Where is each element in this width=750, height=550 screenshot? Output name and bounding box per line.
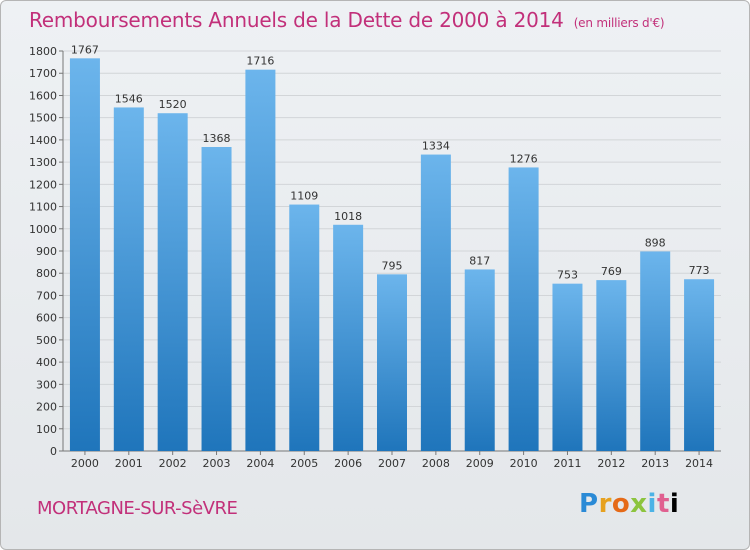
bar bbox=[684, 279, 715, 451]
y-tick-label: 1300 bbox=[29, 156, 57, 169]
bar bbox=[508, 167, 539, 451]
y-tick-label: 400 bbox=[36, 356, 57, 369]
bar bbox=[245, 69, 276, 452]
proxiti-logo: Proxiti bbox=[579, 489, 679, 519]
data-label: 1334 bbox=[422, 140, 450, 153]
bar bbox=[333, 224, 364, 451]
x-tick-label: 2002 bbox=[159, 457, 187, 470]
x-tick-label: 2008 bbox=[422, 457, 450, 470]
y-tick-label: 1800 bbox=[29, 45, 57, 58]
bar bbox=[113, 107, 144, 451]
data-label: 753 bbox=[557, 269, 578, 282]
y-tick-label: 1700 bbox=[29, 67, 57, 80]
data-label: 1109 bbox=[290, 190, 318, 203]
chart-title: Remboursements Annuels de la Dette de 20… bbox=[29, 8, 665, 32]
x-tick-label: 2005 bbox=[290, 457, 318, 470]
logo-letter: P bbox=[579, 489, 599, 519]
bar bbox=[289, 204, 320, 451]
bar bbox=[596, 280, 627, 451]
logo-letter: i bbox=[669, 489, 680, 519]
bar bbox=[69, 58, 100, 451]
x-tick-label: 2004 bbox=[246, 457, 274, 470]
logo-letter: r bbox=[598, 489, 612, 519]
y-tick-label: 1200 bbox=[29, 178, 57, 191]
data-label: 1520 bbox=[159, 98, 187, 111]
bar bbox=[464, 269, 495, 451]
data-label: 795 bbox=[382, 259, 403, 272]
data-label: 817 bbox=[469, 254, 490, 267]
data-label: 1546 bbox=[115, 92, 143, 105]
x-tick-label: 2011 bbox=[553, 457, 581, 470]
data-label: 1716 bbox=[246, 55, 274, 68]
labels: 0 100 200 300 400 500 600 700 800 900 1000 1100 1200… bbox=[29, 43, 713, 470]
x-tick-label: 2001 bbox=[115, 457, 143, 470]
data-label: 1276 bbox=[510, 152, 538, 165]
data-label: 898 bbox=[645, 236, 666, 249]
y-tick-label: 1600 bbox=[29, 89, 57, 102]
x-tick-label: 2006 bbox=[334, 457, 362, 470]
y-tick-label: 800 bbox=[36, 267, 57, 280]
chart-unit: (en milliers d'€) bbox=[573, 16, 665, 30]
data-label: 1018 bbox=[334, 210, 362, 223]
commune-name: MORTAGNE-SUR-SèVRE bbox=[37, 498, 238, 519]
bar bbox=[201, 147, 232, 451]
y-tick-label: 100 bbox=[36, 423, 57, 436]
y-tick-label: 1500 bbox=[29, 112, 57, 125]
y-tick-label: 1100 bbox=[29, 201, 57, 214]
y-tick-label: 900 bbox=[36, 245, 57, 258]
bar bbox=[420, 154, 451, 452]
data-label: 769 bbox=[601, 265, 622, 278]
bar bbox=[377, 274, 407, 451]
y-tick-label: 700 bbox=[36, 289, 57, 302]
data-label: 1767 bbox=[71, 43, 99, 56]
x-tick-label: 2014 bbox=[685, 457, 713, 470]
logo-letter: t bbox=[656, 489, 670, 519]
bar bbox=[552, 283, 583, 451]
x-tick-label: 2009 bbox=[466, 457, 494, 470]
bar bbox=[157, 113, 188, 451]
data-label: 773 bbox=[689, 264, 710, 277]
bar bbox=[640, 251, 671, 451]
bars bbox=[69, 58, 715, 452]
y-tick-label: 200 bbox=[36, 401, 57, 414]
data-label: 1368 bbox=[203, 132, 231, 145]
y-tick-label: 500 bbox=[36, 334, 57, 347]
logo-letter: o bbox=[611, 489, 631, 519]
x-tick-label: 2010 bbox=[510, 457, 538, 470]
y-tick-label: 1400 bbox=[29, 134, 57, 147]
y-tick-label: 300 bbox=[36, 378, 57, 391]
y-tick-label: 0 bbox=[50, 445, 57, 458]
x-tick-label: 2000 bbox=[71, 457, 99, 470]
y-tick-label: 1000 bbox=[29, 223, 57, 236]
x-tick-label: 2013 bbox=[641, 457, 669, 470]
logo-letter: i bbox=[647, 489, 657, 519]
x-tick-label: 2012 bbox=[597, 457, 625, 470]
y-tick-label: 600 bbox=[36, 312, 57, 325]
logo-letter: x bbox=[630, 489, 648, 519]
chart-title-text: Remboursements Annuels de la Dette de 20… bbox=[29, 8, 564, 32]
x-tick-label: 2007 bbox=[378, 457, 406, 470]
x-tick-label: 2003 bbox=[203, 457, 231, 470]
